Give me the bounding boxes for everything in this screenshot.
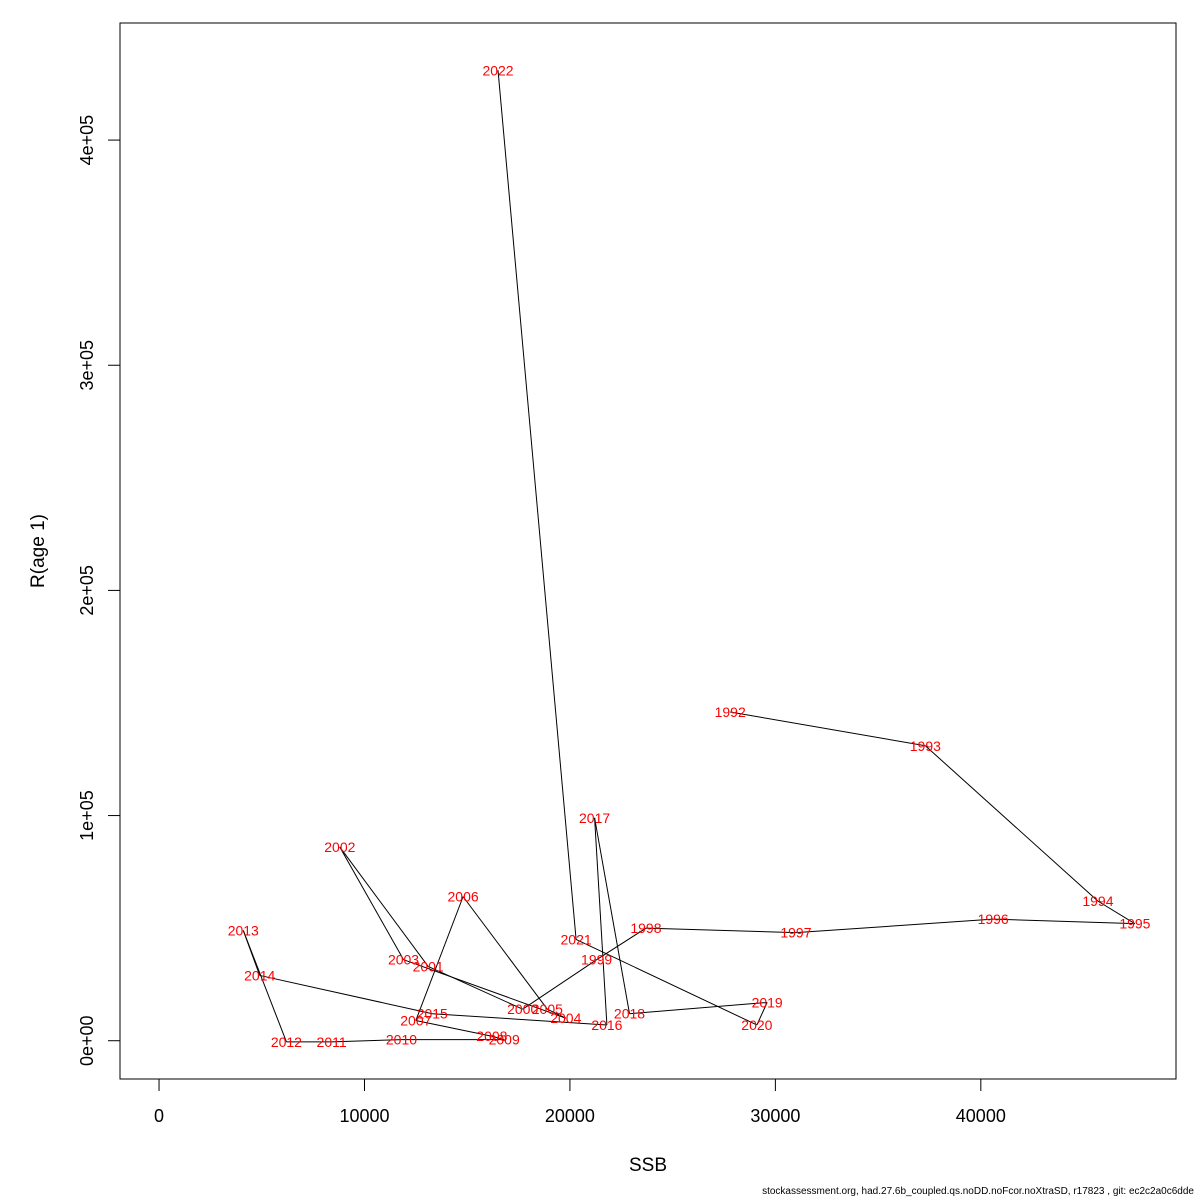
point-label-1994: 1994 <box>1082 893 1113 909</box>
point-label-2004: 2004 <box>550 1010 581 1026</box>
y-tick-label: 4e+05 <box>77 115 97 166</box>
trajectory-segment <box>427 965 523 1010</box>
trajectory-segment <box>629 1001 768 1015</box>
trajectory-segment <box>432 1013 607 1026</box>
point-label-1997: 1997 <box>780 925 811 941</box>
y-axis: 0e+00 1e+05 2e+05 3e+05 4e+05 <box>77 115 121 1066</box>
trajectory-line <box>242 70 1136 1043</box>
point-label-2008: 2008 <box>476 1028 507 1044</box>
y-axis-title: R(age 1) <box>28 514 49 588</box>
trajectory-segment <box>415 1019 492 1037</box>
y-tick-label: 3e+05 <box>77 340 97 391</box>
trajectory-segment <box>491 1035 505 1041</box>
trajectory-segment <box>756 1002 768 1026</box>
point-label-2019: 2019 <box>752 994 783 1010</box>
point-label-2021: 2021 <box>561 931 592 947</box>
point-label-2001: 2001 <box>413 958 444 974</box>
point-label-2011: 2011 <box>317 1034 347 1050</box>
point-label-2018: 2018 <box>614 1006 645 1022</box>
x-tick-label: 30000 <box>750 1106 800 1126</box>
trajectory-segment <box>1097 900 1136 925</box>
point-label-2003: 2003 <box>388 952 419 968</box>
x-axis: 0 10000 20000 30000 40000 <box>154 1078 1006 1126</box>
point-label-2014: 2014 <box>244 967 275 983</box>
trajectory-segment <box>339 846 429 967</box>
point-label-1996: 1996 <box>978 911 1009 927</box>
point-label-1995: 1995 <box>1119 916 1150 932</box>
point-label-2022: 2022 <box>482 62 513 78</box>
trajectory-segment <box>242 930 261 976</box>
point-label-2009: 2009 <box>489 1032 520 1048</box>
point-label-2016: 2016 <box>591 1017 622 1033</box>
x-tick-label: 0 <box>154 1106 164 1126</box>
trajectory-segment <box>596 927 647 961</box>
trajectory-segment <box>645 927 796 934</box>
trajectory-segment <box>403 959 566 1019</box>
y-tick-label: 1e+05 <box>77 790 97 841</box>
trajectory-segment <box>575 938 758 1026</box>
trajectory-segment <box>547 1008 567 1019</box>
trajectory-segment <box>331 1039 402 1043</box>
x-tick-label: 40000 <box>956 1106 1006 1126</box>
footer-credit: stockassessment.org, had.27.6b_coupled.q… <box>762 1186 1194 1197</box>
point-label-2015: 2015 <box>417 1006 448 1022</box>
trajectory-segment <box>795 918 994 934</box>
trajectory-segment <box>339 846 404 960</box>
x-tick-label: 10000 <box>339 1106 389 1126</box>
trajectory-segment <box>415 896 464 1021</box>
trajectory-segment <box>497 70 577 940</box>
point-label-1998: 1998 <box>630 920 661 936</box>
y-tick-label: 2e+05 <box>77 565 97 616</box>
trajectory-segment <box>594 817 631 1014</box>
x-tick-label: 20000 <box>545 1106 595 1126</box>
point-label-2006: 2006 <box>448 889 479 905</box>
point-label-2005: 2005 <box>532 1001 563 1017</box>
point-label-2010: 2010 <box>386 1032 417 1048</box>
year-labels: 1992 1993 1994 1995 1996 1997 1998 1999 2000 2001… <box>228 62 1151 1050</box>
point-label-1992: 1992 <box>715 704 746 720</box>
point-label-2013: 2013 <box>228 922 259 938</box>
point-label-1993: 1993 <box>910 738 941 754</box>
point-label-2020: 2020 <box>741 1017 772 1033</box>
trajectory-segment <box>259 974 433 1015</box>
point-label-2012: 2012 <box>271 1034 302 1050</box>
point-label-1999: 1999 <box>581 952 612 968</box>
trajectory-segment <box>925 745 1099 902</box>
point-label-2007: 2007 <box>400 1012 431 1028</box>
point-label-2000: 2000 <box>507 1001 538 1017</box>
y-tick-label: 0e+00 <box>77 1015 97 1066</box>
trajectory-segment <box>522 959 597 1010</box>
point-label-2017: 2017 <box>579 810 610 826</box>
trajectory-segment <box>730 711 926 747</box>
trajectory-segment <box>594 817 608 1025</box>
x-axis-title: SSB <box>629 1155 667 1176</box>
trajectory-segment <box>462 896 548 1010</box>
trajectory-segment <box>993 918 1135 925</box>
point-label-2002: 2002 <box>324 839 355 855</box>
